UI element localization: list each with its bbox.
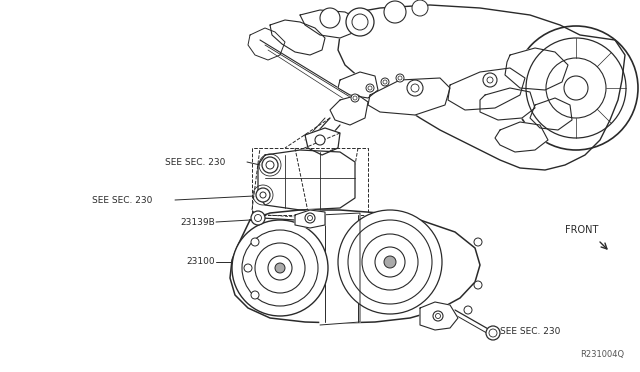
- Circle shape: [433, 311, 443, 321]
- Text: 23139B: 23139B: [180, 218, 215, 227]
- Circle shape: [232, 220, 328, 316]
- Polygon shape: [530, 98, 572, 130]
- Polygon shape: [230, 210, 480, 323]
- Circle shape: [251, 238, 259, 246]
- Polygon shape: [248, 28, 285, 60]
- Text: SEE SEC. 230: SEE SEC. 230: [92, 196, 152, 205]
- Polygon shape: [505, 48, 568, 90]
- Polygon shape: [320, 213, 360, 325]
- Polygon shape: [295, 210, 325, 228]
- Polygon shape: [480, 88, 535, 120]
- Circle shape: [486, 326, 500, 340]
- Polygon shape: [338, 5, 625, 170]
- Text: SEE SEC. 230: SEE SEC. 230: [165, 157, 225, 167]
- Polygon shape: [300, 10, 360, 38]
- Circle shape: [396, 74, 404, 82]
- Polygon shape: [448, 68, 525, 110]
- Polygon shape: [420, 302, 458, 330]
- Circle shape: [464, 306, 472, 314]
- Text: R231004Q: R231004Q: [580, 350, 624, 359]
- Polygon shape: [305, 128, 340, 155]
- Polygon shape: [258, 150, 355, 210]
- Text: 23100: 23100: [186, 257, 215, 266]
- Circle shape: [412, 0, 428, 16]
- Circle shape: [256, 188, 270, 202]
- Polygon shape: [338, 72, 378, 98]
- Circle shape: [262, 157, 278, 173]
- Circle shape: [251, 211, 265, 225]
- Polygon shape: [270, 20, 325, 55]
- Circle shape: [338, 210, 442, 314]
- Polygon shape: [368, 78, 450, 115]
- Circle shape: [384, 256, 396, 268]
- Text: SEE SEC. 230: SEE SEC. 230: [500, 327, 561, 337]
- Circle shape: [320, 8, 340, 28]
- Circle shape: [305, 213, 315, 223]
- Circle shape: [474, 238, 482, 246]
- Circle shape: [244, 264, 252, 272]
- Circle shape: [315, 135, 325, 145]
- Circle shape: [251, 291, 259, 299]
- Circle shape: [483, 73, 497, 87]
- Circle shape: [514, 26, 638, 150]
- Circle shape: [474, 281, 482, 289]
- Circle shape: [407, 80, 423, 96]
- Text: FRONT: FRONT: [565, 225, 598, 235]
- Circle shape: [366, 84, 374, 92]
- Circle shape: [275, 263, 285, 273]
- Polygon shape: [330, 95, 368, 125]
- Circle shape: [351, 94, 359, 102]
- Circle shape: [346, 8, 374, 36]
- Circle shape: [384, 1, 406, 23]
- Circle shape: [381, 78, 389, 86]
- Polygon shape: [495, 122, 548, 152]
